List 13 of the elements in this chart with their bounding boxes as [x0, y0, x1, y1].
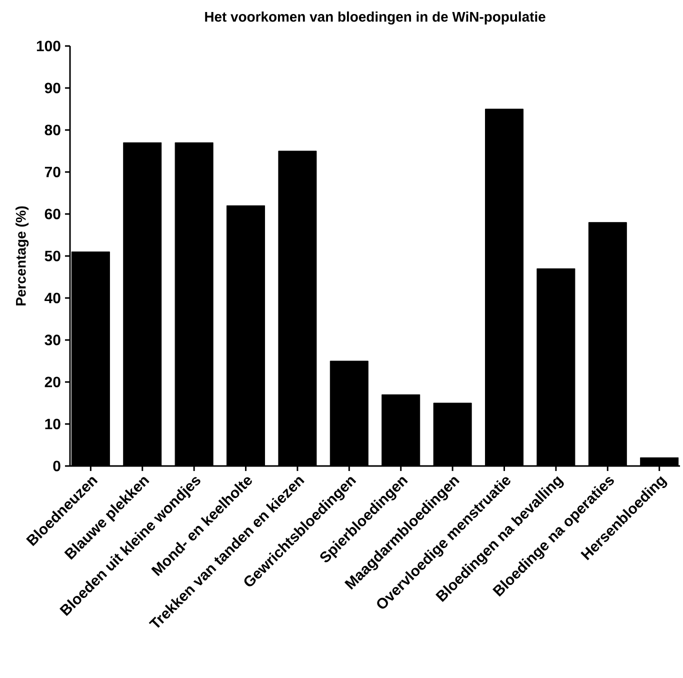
y-tick-label: 80: [44, 124, 60, 136]
y-tick-label: 90: [44, 82, 60, 94]
y-tick-label: 60: [44, 208, 60, 220]
y-tick-label: 50: [44, 250, 60, 262]
y-tick-label: 70: [44, 166, 60, 178]
chart-title: Het voorkomen van bloedingen in de WiN-populatie: [205, 11, 546, 25]
y-tick-label: 20: [44, 376, 60, 388]
y-tick-label: 40: [44, 292, 60, 304]
y-tick-label: 0: [53, 460, 60, 472]
y-tick-label: 10: [45, 418, 60, 430]
y-tick-label: 100: [36, 40, 60, 52]
y-tick-label: 30: [44, 334, 60, 346]
y-axis-title: Percentage (%): [16, 206, 29, 306]
